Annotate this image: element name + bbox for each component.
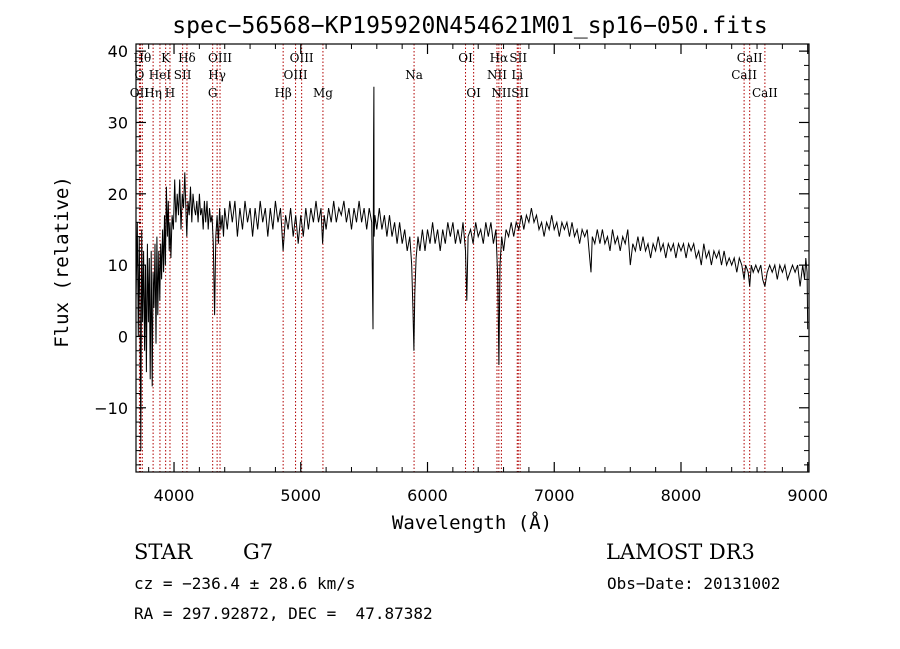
x-tick-label: 8000 <box>661 486 702 505</box>
line-label: OII <box>130 86 150 100</box>
line-label: Hγ <box>208 68 226 82</box>
line-label: Na <box>405 68 423 82</box>
line-label: SII <box>511 86 529 100</box>
axis-tick-labels: 4000 5000 6000 7000 8000 9000 −10 0 10 20 30 40 <box>94 42 828 505</box>
line-label: Hθ <box>133 51 151 65</box>
x-tick-label: 7000 <box>534 486 575 505</box>
x-tick-label: 6000 <box>407 486 448 505</box>
line-label: CaII <box>737 51 763 65</box>
y-tick-label: 10 <box>108 256 128 275</box>
coordinates-readout: RA = 297.92872, DEC = 47.87382 <box>134 604 433 623</box>
object-subclass: G7 <box>243 540 273 564</box>
line-label: SII <box>174 68 192 82</box>
line-label: OI <box>466 86 481 100</box>
axis-ticks <box>136 44 809 472</box>
line-label: Hα <box>490 51 509 65</box>
y-axis-label: Flux (relative) <box>51 176 73 348</box>
obs-date: Obs−Date: 20131002 <box>607 574 780 593</box>
line-label: CaII <box>731 68 757 82</box>
survey-name: LAMOST DR3 <box>606 540 755 564</box>
chart-title: spec−56568−KP195920N454621M01_sp16−050.f… <box>172 13 767 39</box>
line-label: HeI <box>149 68 172 82</box>
y-tick-label: 30 <box>108 113 128 132</box>
line-label: OIII <box>290 51 314 65</box>
spectrum-line <box>135 86 809 451</box>
line-label: O <box>134 68 146 82</box>
spectral-line-markers <box>138 44 766 472</box>
line-label: NII <box>491 86 511 100</box>
line-label: Hη <box>144 86 162 100</box>
x-tick-label: 4000 <box>154 486 195 505</box>
y-tick-label: 40 <box>108 42 128 61</box>
x-tick-label: 5000 <box>280 486 321 505</box>
line-label: CaII <box>752 86 778 100</box>
line-label: Hδ <box>178 51 196 65</box>
line-label: OIII <box>284 68 308 82</box>
line-label: K <box>161 51 171 65</box>
line-label: SII <box>509 51 527 65</box>
line-label: G <box>208 86 218 100</box>
velocity-readout: cz = −236.4 ± 28.6 km/s <box>134 574 356 593</box>
line-label: NII <box>487 68 507 82</box>
spectral-line-labels: OII Hθ O Hη HeI K H SII Hδ G Hγ OIII Hβ OIII OIII Mg Na… <box>130 51 778 100</box>
line-label: OI <box>458 51 473 65</box>
y-tick-label: 0 <box>118 327 128 346</box>
line-label: OIII <box>208 51 232 65</box>
line-label: H <box>165 86 175 100</box>
y-tick-label: −10 <box>94 399 128 418</box>
plot-frame <box>135 43 810 473</box>
x-axis-label: Wavelength (Å) <box>392 511 552 534</box>
y-tick-label: 20 <box>108 185 128 204</box>
line-label: Mg <box>313 86 333 100</box>
line-label: Hβ <box>274 86 291 100</box>
line-label: Li <box>511 68 523 82</box>
x-tick-label: 9000 <box>787 486 828 505</box>
object-type: STAR <box>134 540 193 564</box>
